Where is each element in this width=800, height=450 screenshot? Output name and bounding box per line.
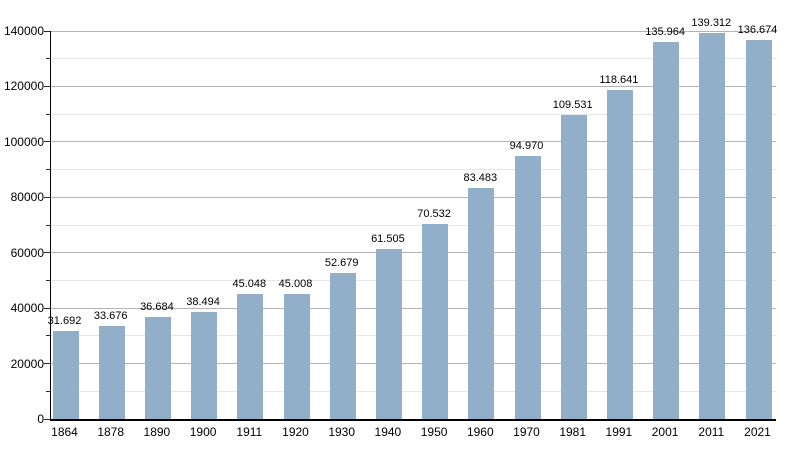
major-gridline	[51, 196, 776, 198]
y-axis-label: 80000	[10, 190, 44, 205]
y-axis-label: 120000	[3, 79, 44, 94]
bar-value-label: 33.676	[93, 309, 128, 322]
bar-value-label: 36.684	[140, 301, 174, 314]
x-axis-label: 2001	[651, 425, 679, 439]
major-gridline	[51, 252, 776, 254]
major-gridline	[51, 307, 776, 309]
bar-value-label: 45.048	[232, 278, 267, 291]
bar-value-label: 31.692	[47, 315, 82, 328]
y-axis-tick	[44, 418, 50, 420]
y-axis-tick	[46, 169, 50, 171]
y-axis-tick	[44, 30, 50, 32]
minor-gridline	[51, 279, 776, 281]
y-axis-label: 100000	[3, 134, 44, 149]
bar-value-label: 70.532	[417, 207, 451, 220]
bar-value-label: 61.505	[371, 232, 405, 245]
x-axis-label: 1960	[466, 425, 494, 439]
bar-value-label: 83.483	[463, 171, 498, 184]
y-axis-label: 40000	[10, 301, 44, 316]
y-axis-label: 0	[37, 412, 44, 426]
minor-gridline	[51, 224, 776, 226]
y-axis-tick	[46, 335, 50, 337]
bar	[98, 325, 125, 419]
x-axis-label: 1911	[236, 425, 263, 439]
bar	[237, 294, 264, 419]
x-axis-label: 1878	[97, 425, 125, 439]
minor-gridline	[51, 390, 776, 392]
minor-gridline	[51, 169, 776, 171]
bar-value-label: 38.494	[186, 296, 220, 309]
y-axis-tick	[44, 85, 50, 87]
major-gridline	[51, 141, 776, 143]
y-axis-tick	[44, 196, 50, 198]
y-axis-label: 140000	[3, 24, 44, 38]
bar	[560, 115, 587, 419]
minor-gridline	[51, 113, 776, 115]
y-axis-tick	[44, 252, 50, 254]
bar	[191, 312, 218, 419]
bar-value-label: 118.641	[599, 74, 639, 87]
x-axis-label: 1950	[420, 425, 448, 439]
bar-value-label: 45.008	[278, 278, 313, 291]
bar	[329, 273, 356, 419]
bar-value-label: 94.970	[509, 139, 544, 152]
bar-value-label: 136.674	[737, 24, 778, 37]
x-axis-label: 2021	[744, 425, 771, 439]
y-axis-tick	[46, 390, 50, 392]
x-axis-label: 1930	[328, 425, 356, 439]
bar	[606, 90, 633, 419]
y-axis-tick	[44, 363, 50, 365]
bar-value-label: 52.679	[324, 257, 359, 269]
minor-gridline	[51, 335, 776, 337]
y-axis-tick	[46, 58, 50, 60]
bar	[375, 248, 402, 419]
x-axis-label: 2011	[698, 425, 725, 439]
minor-gridline	[51, 58, 776, 60]
bar	[283, 294, 310, 419]
y-axis-tick	[44, 307, 50, 309]
bar	[699, 32, 726, 419]
x-axis-label: 1890	[143, 425, 171, 439]
y-axis-label: 20000	[10, 356, 44, 371]
y-axis-tick	[44, 141, 50, 143]
x-axis-label: 1920	[282, 425, 309, 439]
bar	[653, 42, 680, 419]
x-axis-label: 1981	[559, 425, 587, 439]
bar	[52, 331, 79, 419]
plot-area	[50, 30, 776, 421]
major-gridline	[51, 30, 776, 32]
major-gridline	[51, 363, 776, 365]
x-axis-label: 1900	[189, 425, 217, 439]
x-axis-label: 1991	[605, 425, 633, 439]
x-axis-label: 1940	[374, 425, 402, 439]
y-axis-label: 60000	[10, 245, 44, 260]
x-axis-label: 1970	[513, 425, 540, 439]
y-axis-tick	[46, 224, 50, 226]
x-axis-label: 1864	[51, 425, 78, 439]
y-axis-tick	[46, 113, 50, 115]
y-axis-tick	[46, 279, 50, 281]
bar-value-label: 139.312	[691, 16, 732, 29]
bar-value-label: 109.531	[552, 99, 593, 112]
bar	[422, 223, 449, 419]
bar-value-label: 135.964	[645, 26, 685, 39]
bar	[144, 317, 171, 419]
bar	[468, 187, 495, 419]
major-gridline	[51, 85, 776, 87]
bar	[514, 155, 541, 419]
bar	[745, 40, 772, 419]
